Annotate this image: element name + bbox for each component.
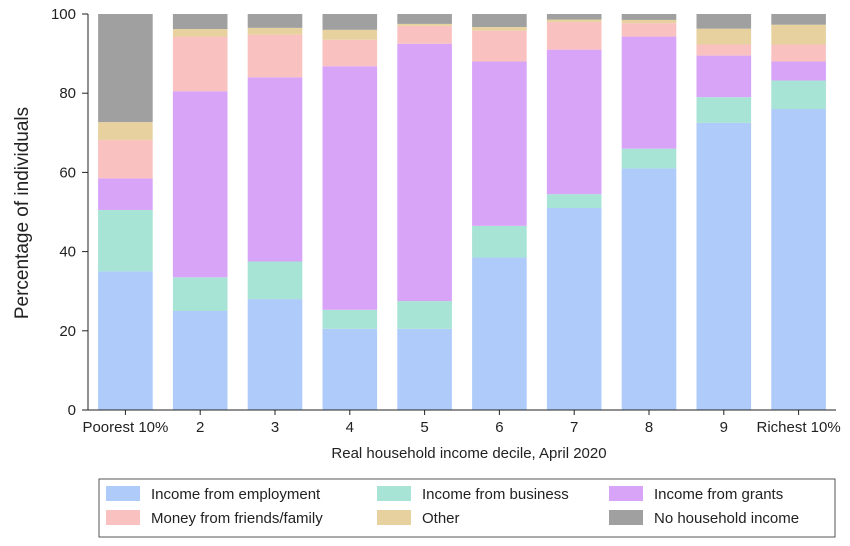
- bar-segment: [397, 23, 452, 26]
- x-tick-label: 7: [570, 419, 578, 436]
- y-tick-label: 100: [51, 6, 76, 23]
- legend-swatch: [609, 486, 643, 501]
- y-tick-label: 0: [68, 402, 76, 419]
- bar-segment: [771, 61, 826, 81]
- bar-segment: [771, 44, 826, 62]
- legend-swatch: [377, 510, 411, 525]
- bar-segment: [247, 27, 303, 35]
- bar-segment: [472, 27, 527, 31]
- bar-segment: [397, 43, 452, 302]
- legend-label: Income from employment: [151, 486, 321, 503]
- bar-segment: [98, 210, 153, 272]
- bar-segment: [172, 14, 228, 30]
- bar-segment: [696, 14, 752, 29]
- plot-area: Poorest 10% 2 3 4 5 6 7 8 9 Richest 10% 0 20 40 60 80 1…: [51, 6, 841, 436]
- bar-segment: [247, 14, 303, 28]
- x-tick-label: Richest 10%: [756, 419, 840, 436]
- bar-segment: [322, 14, 378, 30]
- bar-segment: [98, 271, 153, 410]
- bar-segment: [696, 55, 752, 98]
- y-tick-label: 60: [59, 164, 76, 181]
- bar-segment: [247, 299, 303, 410]
- y-tick-label: 40: [59, 244, 76, 261]
- bar-segment: [322, 328, 378, 410]
- bar-segment: [771, 80, 826, 110]
- bar-segment: [397, 328, 452, 410]
- legend-label: No household income: [654, 510, 799, 527]
- x-tick-label: Poorest 10%: [82, 419, 168, 436]
- legend-label: Money from friends/family: [151, 510, 323, 527]
- x-axis-label: Real household income decile, April 2020: [331, 445, 606, 462]
- legend-swatch: [106, 486, 140, 501]
- bar-segment: [546, 21, 602, 50]
- legend-swatch: [609, 510, 643, 525]
- x-tick-label: 2: [196, 419, 204, 436]
- legend-box: [98, 478, 836, 538]
- bar-segment: [696, 122, 752, 411]
- legend-label: Income from grants: [654, 486, 783, 503]
- bar-segment: [172, 29, 228, 37]
- bar-segment: [546, 49, 602, 195]
- bar-segment: [771, 109, 826, 410]
- bar-segment: [546, 14, 602, 20]
- bar-segment: [247, 261, 303, 300]
- bar-segment: [621, 148, 677, 169]
- bar-segment: [472, 225, 527, 258]
- y-tick-label: 80: [59, 85, 76, 102]
- bar-segment: [771, 14, 826, 25]
- bar-segment: [621, 168, 677, 410]
- bar-segment: [621, 19, 677, 24]
- legend-label: Income from business: [422, 486, 569, 503]
- bar-segment: [771, 24, 826, 45]
- bar-segment: [472, 30, 527, 62]
- bar-segment: [322, 39, 378, 67]
- bar-segment: [172, 36, 228, 92]
- y-axis-label: Percentage of individuals: [12, 107, 33, 319]
- legend-swatch: [106, 510, 140, 525]
- bar-segment: [98, 178, 153, 211]
- bar-segment: [696, 44, 752, 56]
- bar-segment: [322, 66, 378, 310]
- x-tick-label: 5: [420, 419, 428, 436]
- x-tick-label: 8: [645, 419, 653, 436]
- bar-segment: [98, 122, 153, 140]
- bar-segment: [247, 77, 303, 262]
- bar-segment: [397, 25, 452, 44]
- bar-segment: [621, 14, 677, 20]
- legend-swatch: [377, 486, 411, 501]
- x-tick-label: 9: [720, 419, 728, 436]
- bar-segment: [397, 14, 452, 24]
- legend-label: Other: [422, 510, 460, 527]
- x-tick-label: 6: [495, 419, 503, 436]
- bar-segment: [546, 208, 602, 410]
- bar-segment: [546, 19, 602, 22]
- bar-segment: [172, 311, 228, 410]
- bar-segment: [322, 309, 378, 329]
- bar-segment: [172, 277, 228, 311]
- bar-segment: [247, 34, 303, 78]
- bar-segment: [397, 301, 452, 329]
- bar-segment: [472, 61, 527, 226]
- bar-segment: [98, 14, 153, 123]
- x-tick-label: 3: [271, 419, 279, 436]
- bar-segment: [472, 14, 527, 28]
- bar-segment: [696, 28, 752, 45]
- bar-segment: [696, 97, 752, 123]
- bar-segment: [322, 29, 378, 40]
- legend: Income from employment Income from busine…: [98, 478, 836, 538]
- y-tick-label: 20: [59, 323, 76, 340]
- bar-segment: [621, 36, 677, 149]
- bar-segment: [472, 257, 527, 410]
- bar-segment: [621, 23, 677, 37]
- x-tick-label: 4: [346, 419, 354, 436]
- bar-segment: [98, 139, 153, 179]
- bar-segment: [546, 194, 602, 209]
- bar-segment: [172, 91, 228, 278]
